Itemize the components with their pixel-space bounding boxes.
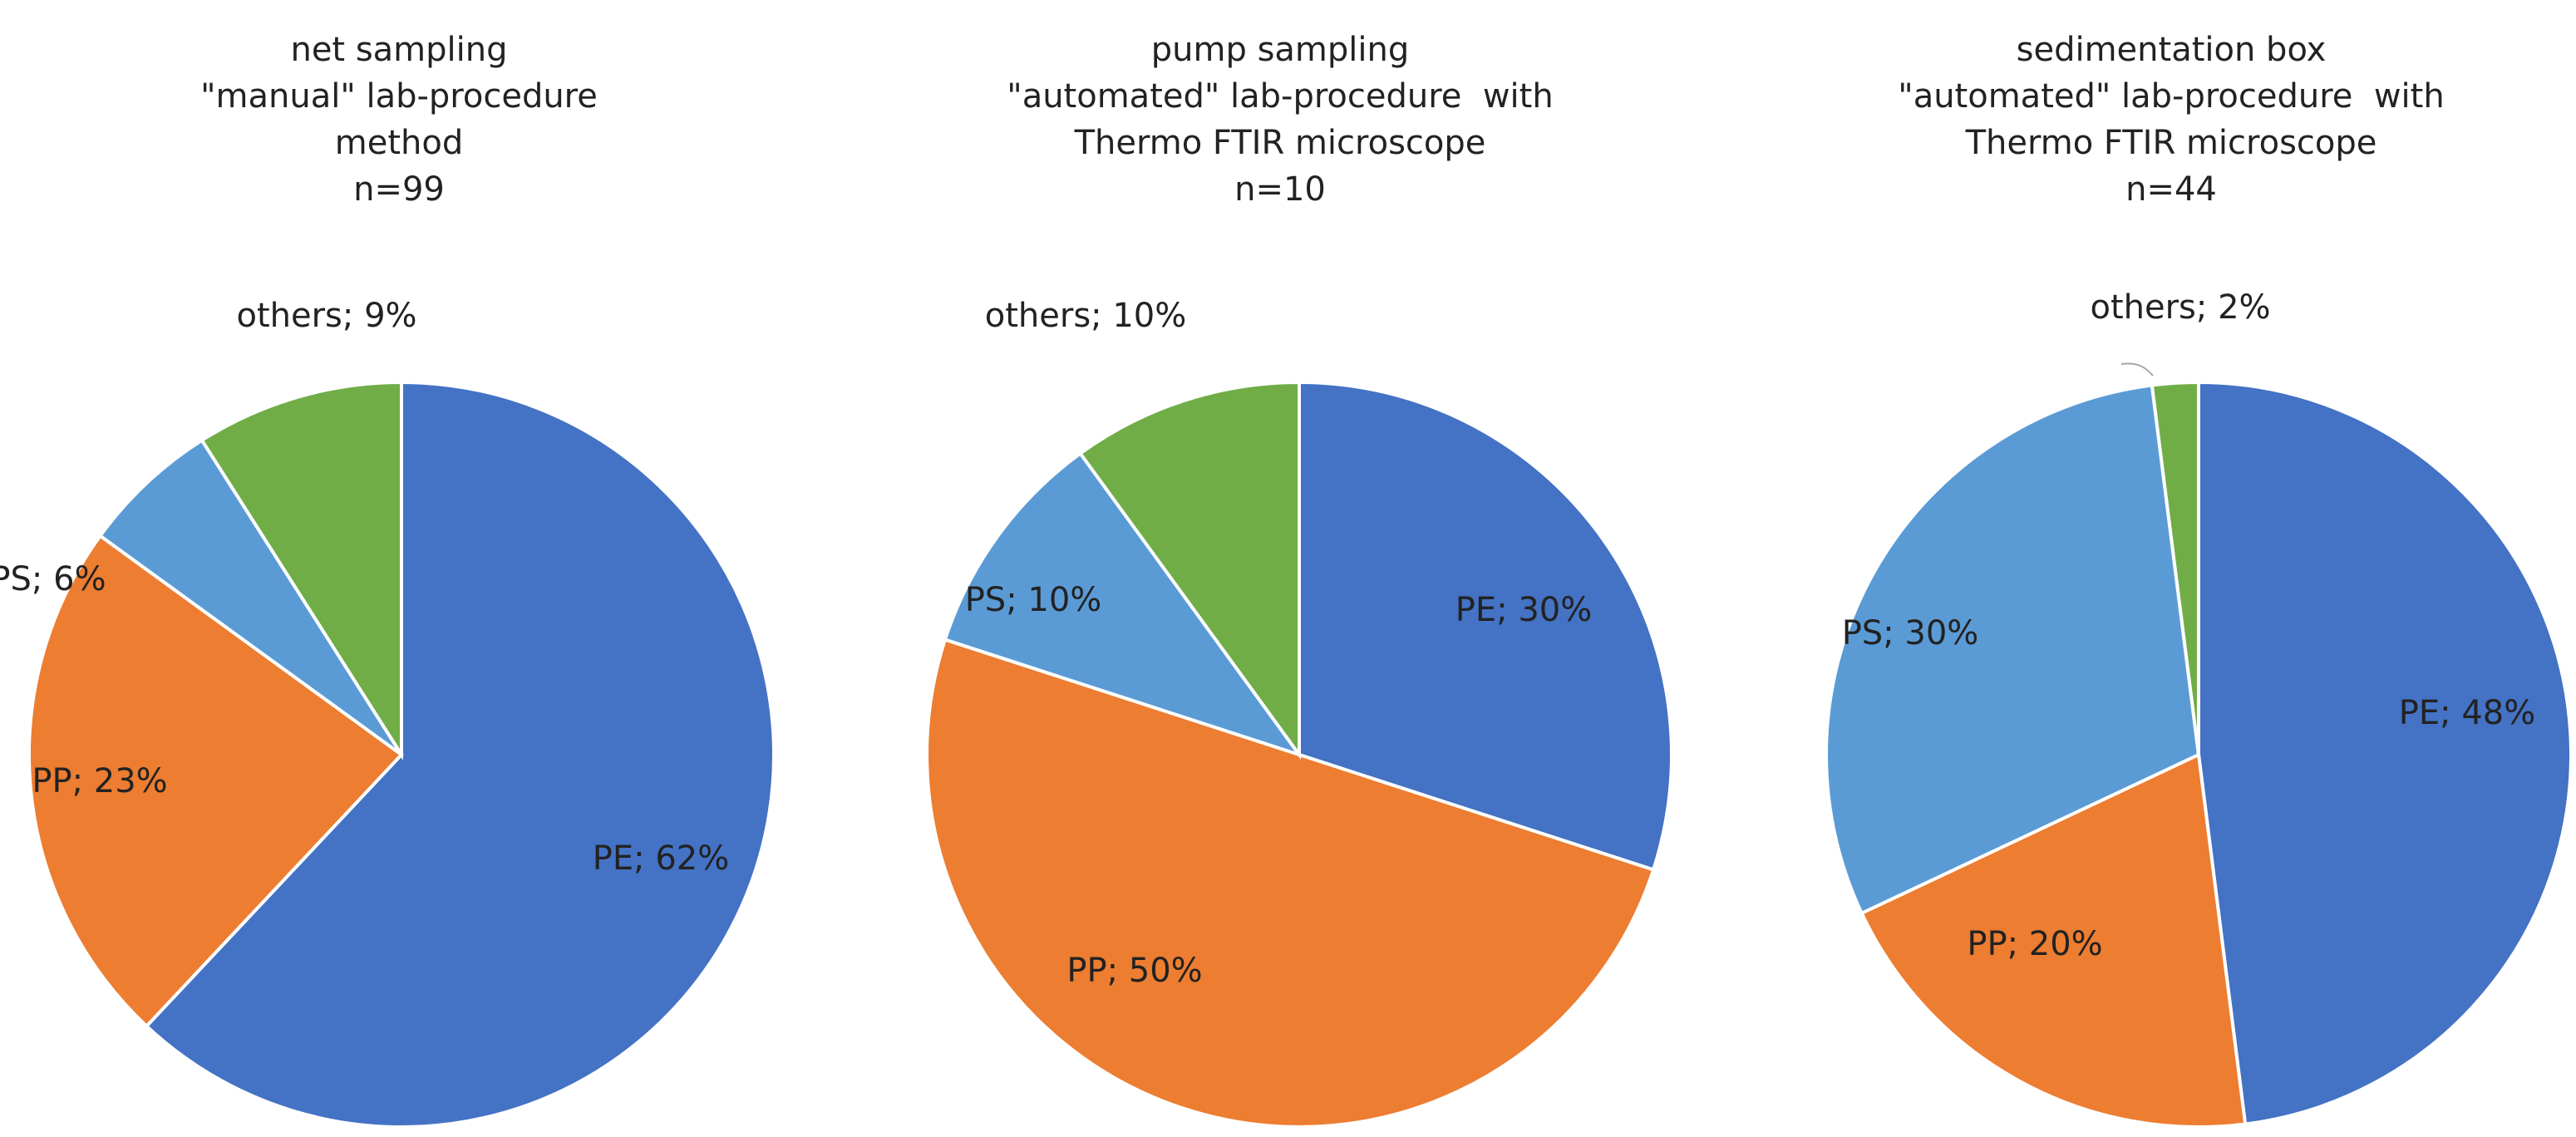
pie-chart-1: PE; 30% PP; 50% PS; 10% others; 10% xyxy=(927,297,1672,1127)
slice-label-others: others; 9% xyxy=(236,297,416,335)
slice-label-pe: PE; 30% xyxy=(1455,591,1593,629)
slice-label-ps: PS; 6% xyxy=(0,560,106,598)
slice-label-pe: PE; 62% xyxy=(593,839,730,878)
slice-label-pp: PP; 23% xyxy=(32,762,167,800)
slice-label-others: others; 10% xyxy=(985,297,1187,335)
slice-label-pe: PE; 48% xyxy=(2399,694,2536,732)
slice-label-ps: PS; 30% xyxy=(1842,614,1979,652)
slice-label-ps: PS; 10% xyxy=(965,581,1102,619)
pie-chart-2: PE; 48% PP; 20% PS; 30% others; 2% xyxy=(1826,288,2571,1127)
pie-chart-0: PE; 62% PP; 23% PS; 6% others; 9% xyxy=(0,297,774,1127)
pie-slice-pe xyxy=(2199,382,2571,1124)
slice-label-pp: PP; 50% xyxy=(1066,952,1202,990)
slice-label-pp: PP; 20% xyxy=(1967,925,2102,963)
slice-label-others: others; 2% xyxy=(2090,288,2270,327)
leader-line xyxy=(2121,364,2153,376)
